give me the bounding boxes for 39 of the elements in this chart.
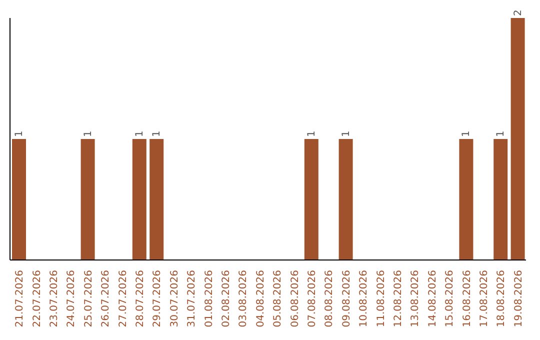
data-label: 1 [152, 130, 163, 137]
x-tick-label: 26.07.2026 [100, 270, 112, 328]
x-tick-label: 10.08.2026 [358, 270, 370, 328]
x-tick-label: 15.08.2026 [444, 270, 456, 328]
x-tick-label: 22.07.2026 [32, 270, 43, 328]
data-label: 1 [134, 130, 146, 137]
x-tick-label: 17.08.2026 [479, 270, 490, 328]
x-tick-label: 19.08.2026 [513, 270, 524, 328]
x-tick-label: 27.07.2026 [118, 270, 129, 328]
data-label: 1 [340, 130, 352, 137]
x-tick-label: 31.07.2026 [186, 270, 198, 328]
x-tick-label: 11.08.2026 [376, 270, 387, 328]
x-tick-label: 04.08.2026 [255, 270, 266, 328]
x-tick-label: 23.07.2026 [49, 270, 60, 328]
data-label: 2 [512, 10, 524, 16]
x-tick-label: 03.08.2026 [238, 270, 250, 328]
x-tick-label: 01.08.2026 [204, 270, 215, 328]
x-tick-label: 28.07.2026 [135, 270, 146, 328]
x-tick-label: 12.08.2026 [393, 270, 404, 328]
x-tick-label: 18.08.2026 [496, 270, 508, 328]
x-tick-label: 29.07.2026 [152, 270, 164, 328]
x-tick-label: 05.08.2026 [272, 270, 284, 328]
x-tick-label: 13.08.2026 [410, 270, 422, 328]
x-tick-label: 30.07.2026 [169, 270, 180, 328]
x-tick-label: 25.07.2026 [83, 270, 94, 328]
data-label: 1 [496, 130, 507, 137]
x-tick-label: 08.08.2026 [324, 270, 336, 328]
x-tick-label: 21.07.2026 [14, 270, 26, 328]
x-tick-label: 14.08.2026 [427, 270, 438, 328]
data-label: 1 [14, 130, 25, 137]
x-tick-label: 06.08.2026 [290, 270, 301, 328]
x-tick-label: 07.08.2026 [307, 270, 318, 328]
x-tick-label: 09.08.2026 [341, 270, 352, 328]
data-label: 1 [306, 130, 318, 137]
x-tick-label: 24.07.2026 [66, 270, 78, 328]
data-label: 1 [82, 130, 94, 137]
x-tick-label: 02.08.2026 [221, 270, 232, 328]
data-label: 1 [461, 130, 472, 137]
x-tick-label: 16.08.2026 [462, 270, 473, 328]
